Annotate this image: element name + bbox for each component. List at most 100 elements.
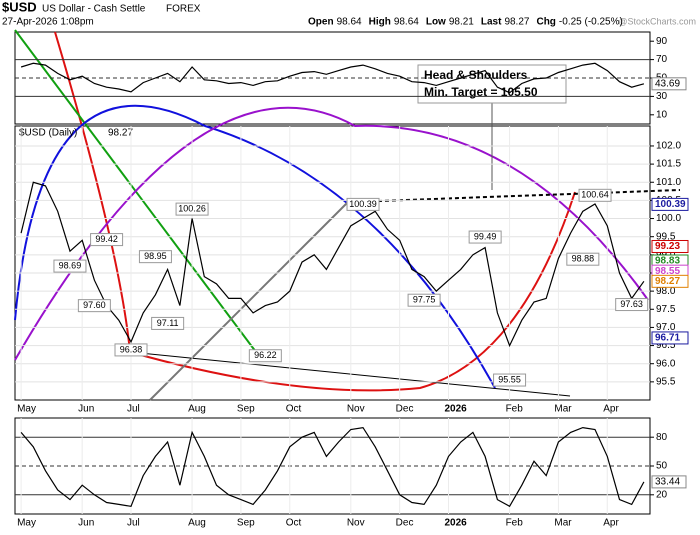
y-tick-label: 97.5 [656, 304, 676, 315]
y-tick-label: 10 [656, 109, 668, 120]
annotation-label: 96.38 [120, 344, 143, 354]
x-tick-label: May [17, 404, 36, 415]
y-tick-label: 101.0 [656, 177, 681, 188]
last-value-tag [651, 475, 687, 489]
callout-text: Min. Target = 105.50 [424, 85, 538, 99]
annotation-box [493, 373, 527, 387]
y-tick-label: 20 [656, 489, 668, 500]
timestamp: 27-Apr-2026 1:08pm [2, 17, 94, 28]
y-tick-label: 99.5 [656, 231, 676, 242]
axis-tag-label: 98.83 [655, 256, 680, 267]
annotation-box [468, 230, 502, 244]
annotation-label: 97.75 [413, 295, 436, 305]
x-tick-label: 2026 [445, 518, 468, 529]
x-tick-label: Jul [127, 404, 140, 415]
x-tick-label: Jun [78, 404, 94, 415]
trend-line [14, 29, 263, 361]
series-line [20, 426, 645, 508]
exchange: FOREX [166, 4, 201, 15]
x-tick-label: Mar [554, 518, 572, 529]
y-tick-label: 90 [656, 36, 668, 47]
callout-text: Head & Shoulders [424, 68, 528, 82]
last-value-label: 33.44 [655, 477, 680, 488]
x-tick-label: 2026 [445, 404, 468, 415]
support-line [129, 351, 571, 397]
annotation-label: 97.60 [83, 300, 106, 310]
axis-tag [651, 274, 689, 288]
quote-value: 98.27 [504, 17, 529, 28]
annotation-box [175, 202, 209, 216]
quote-label: Open [308, 17, 334, 28]
quote-value: 98.64 [337, 17, 362, 28]
x-tick-label: Oct [286, 518, 302, 529]
y-tick-label: 102.0 [656, 141, 681, 152]
x-tick-label: Apr [603, 404, 619, 415]
x-tick-label: May [17, 518, 36, 529]
neckline [377, 189, 681, 202]
annotation-box [407, 293, 441, 307]
watermark: @StockCharts.com [618, 16, 696, 26]
annotation-box [77, 299, 111, 313]
x-tick-label: Jun [78, 518, 94, 529]
x-tick-label: Aug [188, 518, 206, 529]
x-tick-label: Feb [506, 404, 524, 415]
instrument-name: US Dollar - Cash Settle [42, 4, 146, 15]
annotation-box [566, 252, 600, 266]
y-tick-label: 80 [656, 432, 668, 443]
annotation-box [248, 349, 282, 363]
axis-tag [651, 239, 689, 253]
series-line [20, 62, 645, 94]
price-panel [14, 125, 651, 401]
annotation-label: 99.42 [95, 234, 118, 244]
last-value-label: 43.69 [655, 78, 680, 89]
y-tick-label: 97.0 [656, 322, 676, 333]
x-tick-label: Jul [127, 518, 140, 529]
y-tick-label: 70 [656, 54, 668, 65]
annotation-box [151, 316, 185, 330]
quote-label: High [369, 17, 391, 28]
legend-entry: $USD (Daily) [19, 128, 77, 139]
axis-tag-label: 100.39 [655, 199, 686, 210]
x-tick-label: Dec [396, 518, 414, 529]
y-tick-label: 98.0 [656, 286, 676, 297]
y-tick-label: 50 [656, 461, 668, 472]
annotation-label: 99.49 [474, 231, 497, 241]
axis-tag [651, 197, 689, 211]
quote-label: Last [481, 17, 502, 28]
y-tick-label: 100.0 [656, 213, 681, 224]
x-tick-label: Sep [237, 518, 255, 529]
axis-tag-label: 96.71 [655, 333, 680, 344]
annotation-box [615, 298, 649, 312]
annotation-label: 95.55 [498, 374, 521, 384]
x-tick-label: Feb [506, 518, 524, 529]
axis-tag-label: 98.55 [655, 266, 680, 277]
symbol: $USD [2, 0, 37, 14]
channel-line [149, 199, 351, 401]
annotation-label: 97.11 [157, 318, 179, 328]
x-tick-label: Sep [237, 404, 255, 415]
annotation-label: 100.64 [581, 190, 609, 200]
annotation-box [90, 233, 124, 247]
annotation-label: 97.63 [620, 299, 643, 309]
x-tick-label: Mar [554, 404, 572, 415]
annotation-box [138, 250, 172, 264]
annotation-label: 98.69 [59, 260, 82, 270]
quote-value: -0.25 (-0.25%) [559, 17, 623, 28]
legend-value: 98.27 [108, 128, 133, 139]
x-tick-label: Oct [286, 404, 302, 415]
x-tick-label: Apr [603, 518, 619, 529]
x-tick-label: Nov [347, 518, 365, 529]
y-tick-label: 101.5 [656, 159, 681, 170]
annotation-label: 100.26 [178, 203, 206, 213]
annotation-label: 100.39 [349, 199, 377, 209]
series-line [20, 181, 645, 348]
annotation-label: 98.88 [572, 254, 595, 264]
annotation-box [578, 188, 612, 202]
y-tick-label: 95.5 [656, 376, 676, 387]
last-value-tag [651, 77, 687, 91]
x-tick-label: Aug [188, 404, 206, 415]
x-tick-label: Nov [347, 404, 365, 415]
axis-tag-label: 99.23 [655, 241, 680, 252]
annotation-label: 96.22 [254, 350, 277, 360]
